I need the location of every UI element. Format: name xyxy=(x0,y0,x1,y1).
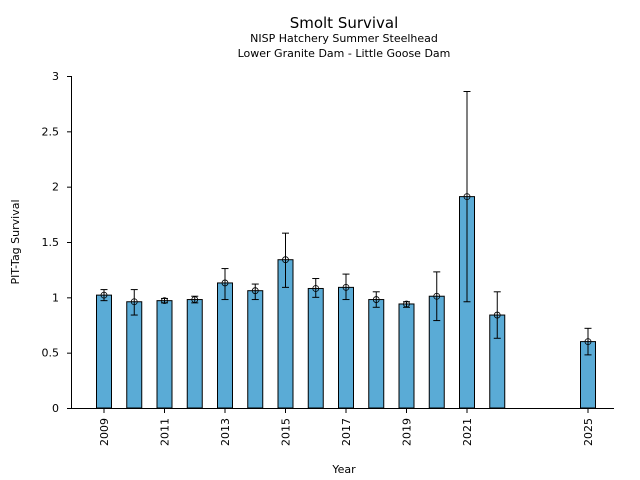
y-tick-label: 0 xyxy=(52,402,59,415)
bar-2012 xyxy=(186,299,203,409)
x-tick-label: 2013 xyxy=(219,418,232,446)
y-tick-label: 1 xyxy=(52,291,59,304)
bar-2010 xyxy=(126,301,143,409)
x-tick-label: 2025 xyxy=(582,418,595,446)
y-tick-label: 2 xyxy=(52,181,59,194)
point-marker-2021 xyxy=(463,193,471,201)
point-marker-2010 xyxy=(130,298,138,306)
chart-title: Smolt Survival xyxy=(290,14,399,32)
bar-2016 xyxy=(307,287,324,409)
point-marker-2016 xyxy=(312,285,320,292)
point-marker-2015 xyxy=(282,256,289,264)
point-marker-2018 xyxy=(372,296,380,303)
bars-group xyxy=(96,196,596,409)
bar-2013 xyxy=(217,282,233,409)
x-tick-label: 2009 xyxy=(98,418,111,446)
chart-subtitle-2: Lower Granite Dam - Little Goose Dam xyxy=(238,47,451,60)
point-marker-2011 xyxy=(161,297,168,305)
point-marker-2019 xyxy=(403,300,410,308)
x-tick-label: 2015 xyxy=(280,418,293,446)
x-tick-label: 2017 xyxy=(340,418,353,446)
point-marker-2013 xyxy=(221,279,229,287)
x-tick-label: 2011 xyxy=(159,418,172,446)
x-axis-label: Year xyxy=(331,463,356,476)
y-tick-label: 3 xyxy=(52,70,59,83)
bar-2011 xyxy=(156,300,173,409)
y-tick-label: 2.5 xyxy=(42,125,60,138)
x-ticks-group: 2009 2011 2013 2015 2017 2019 2021 2025 xyxy=(98,409,595,446)
y-axis-label: PIT-Tag Survival xyxy=(9,199,22,284)
y-tick-label: 1.5 xyxy=(42,236,60,249)
y-tick-label: 0.5 xyxy=(42,347,60,360)
x-tick-label: 2021 xyxy=(461,418,474,446)
point-marker-2014 xyxy=(251,287,259,295)
point-marker-2009 xyxy=(100,291,108,299)
bar-2019 xyxy=(398,303,415,409)
bar-2017 xyxy=(338,286,354,409)
point-marker-2025 xyxy=(584,338,592,346)
point-marker-2012 xyxy=(191,296,199,303)
bar-2018 xyxy=(368,299,385,409)
point-marker-2017 xyxy=(342,283,350,291)
x-tick-label: 2019 xyxy=(401,418,414,446)
error-bars-group xyxy=(100,90,592,356)
point-marker-2022 xyxy=(493,311,501,319)
bar-2014 xyxy=(247,290,264,409)
point-marker-2020 xyxy=(433,292,441,300)
chart-subtitle-1: NISP Hatchery Summer Steelhead xyxy=(250,32,438,45)
y-ticks-group: 0 0.5 1 1.5 2 2.5 3 xyxy=(42,70,71,415)
bar-2009 xyxy=(96,294,112,409)
